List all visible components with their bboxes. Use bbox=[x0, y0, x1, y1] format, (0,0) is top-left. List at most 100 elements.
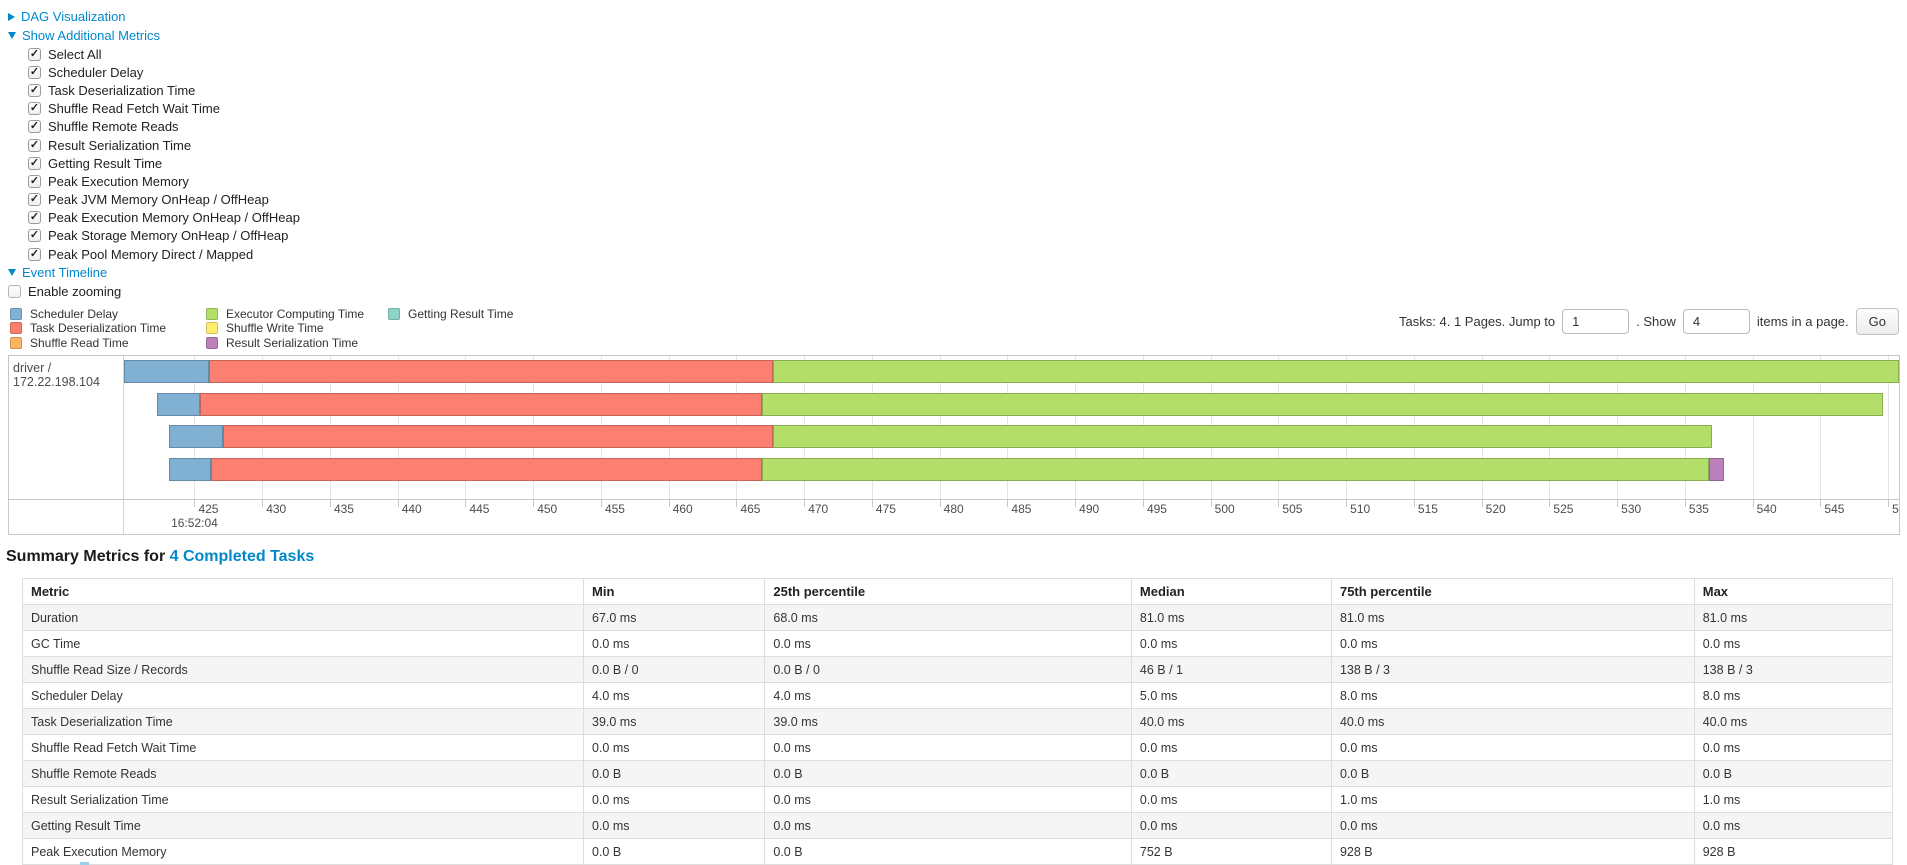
summary-table-row: Shuffle Remote Reads 0.0 B 0.0 B 0.0 B 0.0 B… bbox=[22, 760, 1894, 788]
metric-value-cell: 0.0 ms bbox=[1330, 812, 1695, 840]
summary-table-row: Result Serialization Time 0.0 ms 0.0 ms 0.0… bbox=[22, 786, 1894, 814]
completed-tasks-link[interactable]: 4 Completed Tasks bbox=[169, 548, 315, 566]
checkbox-checked-icon[interactable]: ✓ bbox=[28, 193, 41, 207]
go-button[interactable]: Go bbox=[1855, 308, 1899, 336]
task-segment-result_ser[interactable] bbox=[1709, 458, 1725, 482]
axis-tick bbox=[1820, 500, 1822, 508]
metric-checkbox-item[interactable]: ✓ Peak Execution Memory bbox=[28, 172, 1907, 190]
metric-value-cell: 0.0 ms bbox=[1693, 630, 1894, 658]
task-segment-scheduler[interactable] bbox=[168, 458, 211, 482]
metric-value-cell: 46 B / 1 bbox=[1130, 656, 1332, 684]
scheduler-legend-swatch bbox=[10, 307, 22, 320]
metric-value-cell: 0.0 ms bbox=[582, 786, 766, 814]
task-segment-scheduler[interactable] bbox=[156, 393, 200, 417]
caret-right-icon bbox=[8, 12, 15, 21]
metric-checkbox-item[interactable]: ✓ Getting Result Time bbox=[28, 154, 1907, 172]
metric-checkbox-label: Result Serialization Time bbox=[48, 137, 192, 153]
metric-value-cell: 0.0 B bbox=[1330, 760, 1695, 788]
event-timeline-chart: driver / 172.22.198.104 425 430 435 440 445 4… bbox=[8, 355, 1900, 536]
checkbox-checked-icon[interactable]: ✓ bbox=[28, 174, 41, 188]
task-segment-compute[interactable] bbox=[762, 393, 1883, 417]
metric-checkbox-label: Peak Storage Memory OnHeap / OffHeap bbox=[48, 228, 289, 244]
timeline-gridline bbox=[1752, 356, 1754, 500]
task-segment-compute[interactable] bbox=[762, 458, 1710, 482]
metric-checkbox-item[interactable]: ✓ Result Serialization Time bbox=[28, 136, 1907, 154]
show-additional-metrics-toggle[interactable]: Show Additional Metrics bbox=[8, 26, 1907, 45]
task-segment-compute[interactable] bbox=[773, 360, 1899, 384]
axis-tick-label: 465 bbox=[740, 502, 761, 517]
task-segment-deser[interactable] bbox=[199, 393, 763, 417]
metric-checkbox-item[interactable]: ✓ Select All bbox=[28, 45, 1907, 63]
summary-column-header: 25th percentile bbox=[764, 578, 1132, 606]
metric-checkbox-label: Shuffle Remote Reads bbox=[48, 119, 179, 135]
legend-and-pagination-row: Scheduler Delay Task Deserialization Time… bbox=[10, 306, 1899, 350]
task-segment-deser[interactable] bbox=[210, 458, 763, 482]
metric-checkbox-item[interactable]: ✓ Shuffle Remote Reads bbox=[28, 118, 1907, 136]
checkbox-checked-icon[interactable]: ✓ bbox=[28, 47, 41, 61]
metric-value-cell: 1.0 ms bbox=[1693, 786, 1894, 814]
summary-table-row: Shuffle Read Fetch Wait Time 0.0 ms 0.0 ms… bbox=[22, 734, 1894, 762]
checkbox-checked-icon[interactable]: ✓ bbox=[28, 83, 41, 97]
metric-value-cell: 39.0 ms bbox=[764, 708, 1132, 736]
metric-checkbox-item[interactable]: ✓ Shuffle Read Fetch Wait Time bbox=[28, 100, 1907, 118]
checkbox-checked-icon[interactable]: ✓ bbox=[28, 138, 41, 152]
metric-checkbox-label: Task Deserialization Time bbox=[48, 82, 196, 98]
summary-table-header-row: Metric Min 25th percentile Median 75th perce… bbox=[22, 578, 1894, 606]
show-additional-metrics-link[interactable]: Show Additional Metrics bbox=[22, 28, 161, 43]
enable-zooming-checkbox[interactable]: ✓ Enable zooming bbox=[8, 282, 1907, 300]
shuffle_read-legend-swatch bbox=[10, 336, 22, 349]
dag-visualization-link[interactable]: DAG Visualization bbox=[21, 9, 126, 24]
event-timeline-toggle[interactable]: Event Timeline bbox=[8, 263, 1907, 282]
checkbox-checked-icon[interactable]: ✓ bbox=[28, 156, 41, 170]
legend-column: Scheduler Delay Task Deserialization Time… bbox=[10, 306, 206, 350]
metric-value-cell: 39.0 ms bbox=[582, 708, 766, 736]
axis-tick bbox=[1549, 500, 1551, 508]
checkbox-checked-icon[interactable]: ✓ bbox=[28, 229, 41, 243]
axis-tick bbox=[1481, 500, 1483, 508]
axis-tick bbox=[1888, 500, 1890, 508]
metric-checkbox-item[interactable]: ✓ Scheduler Delay bbox=[28, 63, 1907, 81]
metric-checkbox-label: Peak Pool Memory Direct / Mapped bbox=[48, 246, 254, 262]
metric-checkbox-item[interactable]: ✓ Peak Execution Memory OnHeap / OffHeap bbox=[28, 209, 1907, 227]
metric-value-cell: 0.0 B / 0 bbox=[764, 656, 1132, 684]
metric-name-cell: Duration bbox=[22, 604, 584, 632]
metric-value-cell: 5.0 ms bbox=[1130, 682, 1332, 710]
summary-table-row: Shuffle Read Size / Records 0.0 B / 0 0.0 … bbox=[22, 656, 1894, 684]
legend-column: Getting Result Time bbox=[388, 306, 513, 350]
axis-tick-label: 445 bbox=[469, 502, 490, 517]
checkbox-checked-icon[interactable]: ✓ bbox=[28, 120, 41, 134]
dag-visualization-toggle[interactable]: DAG Visualization bbox=[8, 7, 1907, 26]
checkbox-checked-icon[interactable]: ✓ bbox=[28, 247, 41, 261]
metric-checkbox-item[interactable]: ✓ Peak Storage Memory OnHeap / OffHeap bbox=[28, 227, 1907, 245]
jump-to-page-input[interactable] bbox=[1562, 309, 1630, 335]
metric-checkbox-label: Peak Execution Memory OnHeap / OffHeap bbox=[48, 210, 300, 226]
checkbox-unchecked-icon[interactable]: ✓ bbox=[8, 284, 21, 298]
task-segment-scheduler[interactable] bbox=[168, 425, 223, 449]
metric-checkbox-item[interactable]: ✓ Peak JVM Memory OnHeap / OffHeap bbox=[28, 191, 1907, 209]
checkbox-checked-icon[interactable]: ✓ bbox=[28, 211, 41, 225]
checkbox-checked-icon[interactable]: ✓ bbox=[28, 65, 41, 79]
metric-value-cell: 0.0 ms bbox=[582, 734, 766, 762]
axis-tick-label: 475 bbox=[875, 502, 896, 517]
legend-item: Result Serialization Time bbox=[206, 335, 388, 350]
task-segment-compute[interactable] bbox=[773, 425, 1712, 449]
get_result-legend-swatch bbox=[388, 307, 400, 320]
task-segment-deser[interactable] bbox=[209, 360, 774, 384]
axis-tick-label: 545 bbox=[1824, 502, 1845, 517]
axis-tick bbox=[804, 500, 806, 508]
task-segment-scheduler[interactable] bbox=[124, 360, 210, 384]
page-size-input[interactable] bbox=[1682, 309, 1750, 335]
metric-checkbox-item[interactable]: ✓ Peak Pool Memory Direct / Mapped bbox=[28, 245, 1907, 263]
metric-value-cell: 0.0 B bbox=[582, 760, 766, 788]
event-timeline-link[interactable]: Event Timeline bbox=[22, 265, 108, 281]
metric-checkbox-item[interactable]: ✓ Task Deserialization Time bbox=[28, 81, 1907, 99]
axis-tick-label: 535 bbox=[1688, 502, 1709, 517]
axis-tick bbox=[465, 500, 467, 508]
axis-tick-label: 480 bbox=[943, 502, 964, 517]
task-segment-deser[interactable] bbox=[222, 425, 773, 449]
axis-tick bbox=[1210, 500, 1212, 508]
timeline-axis-separator bbox=[9, 499, 1899, 501]
metric-value-cell: 0.0 ms bbox=[1130, 630, 1332, 658]
axis-tick bbox=[939, 500, 941, 508]
checkbox-checked-icon[interactable]: ✓ bbox=[28, 102, 41, 116]
